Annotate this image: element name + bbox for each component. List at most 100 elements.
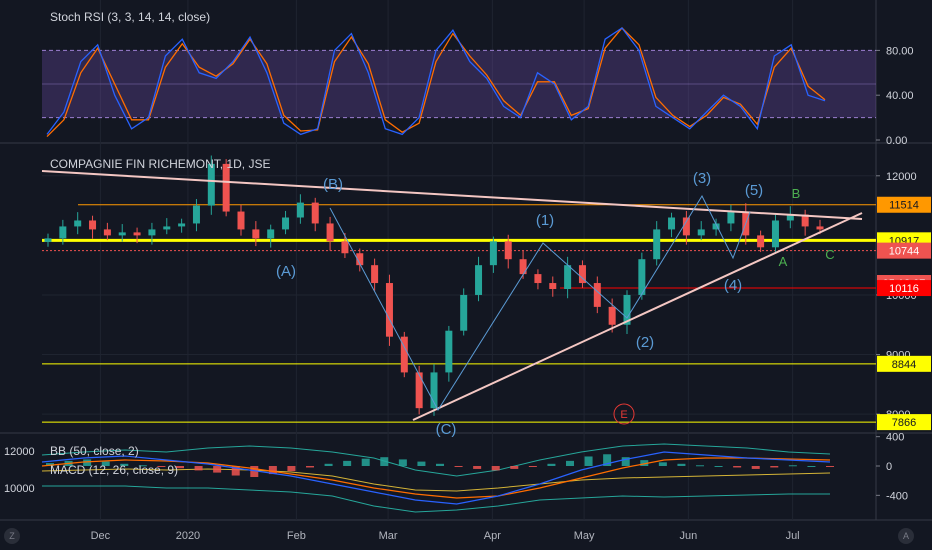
macd-histogram-bar (306, 466, 314, 468)
macd-histogram-bar (380, 457, 389, 466)
wave-label: (3) (693, 170, 711, 187)
macd-histogram-bar (231, 466, 240, 476)
price-tag-label: 8844 (892, 359, 916, 371)
macd-title: MACD (12, 26, close, 9) (50, 463, 179, 477)
candle-body (385, 283, 393, 337)
candle-body (519, 259, 527, 275)
macd-histogram-bar (770, 466, 779, 468)
candle-body (133, 232, 141, 236)
candle-body (371, 265, 379, 284)
price-tag-label: 7866 (892, 417, 916, 429)
macd-histogram-bar (436, 463, 444, 466)
candle-body (623, 294, 631, 325)
macd-histogram-bar (714, 466, 723, 467)
wave-label: (2) (636, 334, 654, 351)
price-tag-box (877, 242, 931, 259)
price-tag-box (877, 414, 931, 431)
candle-body (771, 220, 779, 248)
auto-scale-icon[interactable]: A (898, 528, 914, 544)
macd-tick-label: -400 (886, 490, 908, 502)
candle-body (593, 283, 601, 307)
candle-body (757, 235, 765, 248)
candle-body (534, 274, 542, 284)
macd-histogram-bar (566, 460, 574, 466)
macd-histogram-bar (194, 466, 203, 471)
macd-histogram-bar (826, 466, 834, 467)
macd-histogram-bar (176, 466, 184, 469)
candle-body (222, 163, 230, 212)
x-axis-label: May (574, 530, 595, 542)
candle-body (89, 220, 97, 230)
bb-title: BB (50, close, 2) (50, 444, 139, 458)
price-tag-label: 10744 (889, 246, 920, 258)
price-tag-box (877, 280, 931, 297)
macd-histogram-bar (547, 463, 556, 466)
stoch-tick-label: 80.00 (886, 45, 914, 57)
stoch-tick-label: 40.00 (886, 90, 914, 102)
candle-body (608, 306, 616, 325)
x-axis-label: Feb (287, 530, 306, 542)
candle-body (400, 336, 408, 373)
bb-tick-label: 12000 (4, 446, 35, 458)
elliott-wave-path (329, 194, 751, 411)
candle-body (267, 229, 275, 239)
candle-body (727, 211, 735, 224)
candle-body (74, 220, 82, 227)
x-axis-label: Jun (679, 530, 697, 542)
candle-body (341, 241, 349, 254)
macd-histogram-bar (733, 466, 742, 468)
descending-trendline (41, 170, 863, 220)
candle-body (504, 241, 512, 260)
event-marker-label: E (620, 409, 627, 421)
macd-histogram-bar (621, 457, 630, 466)
macd-histogram-bar (361, 458, 370, 466)
macd-histogram-bar (696, 465, 704, 467)
wave-label: (C) (436, 421, 457, 438)
macd-histogram-bar (454, 466, 463, 467)
candle-body (578, 265, 586, 284)
wave-label: (5) (745, 182, 763, 199)
candle-body (118, 232, 126, 236)
candle-body (682, 217, 690, 236)
x-axis-label: Apr (484, 530, 501, 542)
candle-body (460, 294, 468, 331)
macd-histogram-bar (287, 466, 296, 472)
stoch-tick-label: 0.00 (886, 135, 907, 147)
candle-body (207, 163, 215, 206)
macd-histogram-bar (268, 466, 277, 475)
candle-body (786, 214, 794, 221)
macd-tick-label: 0 (886, 461, 892, 473)
candle-body (489, 241, 497, 266)
candle-body (252, 229, 260, 239)
macd-histogram-bar (677, 463, 686, 466)
candle-body (415, 372, 423, 409)
macd-histogram-bar (603, 454, 612, 466)
macd-histogram-bar (788, 465, 797, 467)
candle-body (178, 223, 186, 227)
wave-label: (1) (536, 212, 554, 229)
x-axis-label: Dec (91, 530, 111, 542)
macd-line (41, 451, 831, 505)
candle-body (564, 265, 572, 289)
event-marker-circle (613, 403, 635, 425)
candle-body (816, 226, 824, 230)
z-icon[interactable]: Z (4, 528, 20, 544)
price-tag-label: 11514 (889, 200, 919, 212)
macd-histogram-bar (510, 466, 519, 469)
macd-signal-line (41, 457, 831, 499)
candle-body (44, 238, 52, 242)
candle-body (712, 223, 720, 230)
stoch-k-line (46, 27, 826, 136)
x-axis-label: Jul (786, 530, 800, 542)
candle-body (311, 202, 319, 224)
bb-lower-band (42, 485, 830, 513)
macd-histogram-bar (324, 463, 333, 466)
candle-body (103, 229, 111, 236)
candle-body (668, 217, 676, 230)
stoch-title: Stoch RSI (3, 3, 14, 14, close) (50, 10, 211, 24)
price-tag-box (877, 355, 931, 372)
candle-body (430, 372, 438, 409)
candle-body (148, 229, 156, 236)
